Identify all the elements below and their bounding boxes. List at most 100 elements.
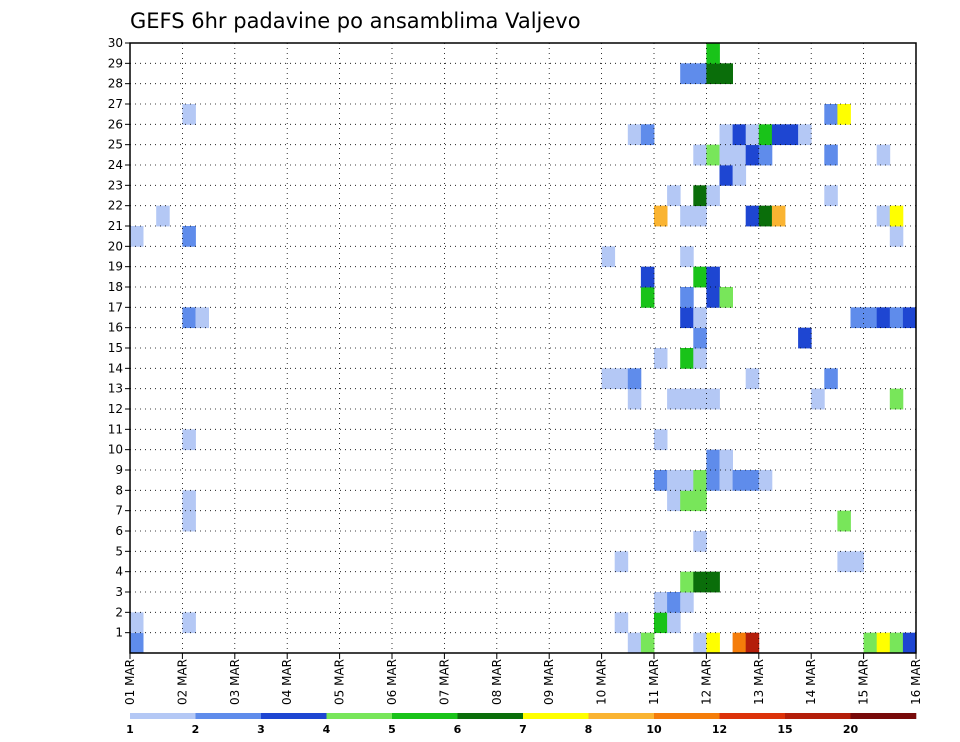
y-tick-label: 27 — [108, 97, 123, 111]
heatmap-cell — [693, 388, 707, 410]
heatmap-cell — [745, 144, 760, 166]
heatmap-cell — [195, 307, 209, 329]
heatmap-cell — [771, 124, 786, 146]
heatmap-cell — [758, 205, 773, 227]
heatmap-cell — [693, 266, 707, 288]
y-tick-label: 24 — [108, 158, 123, 172]
heatmap-cell — [693, 490, 707, 512]
heatmap-cell — [640, 266, 655, 288]
heatmap-cell — [850, 551, 864, 573]
x-axis-ticks: 01 MAR 02 MAR 03 MAR 04 MAR 05 MAR 06 MAR 07 M… — [123, 653, 923, 705]
y-tick-label: 26 — [108, 117, 123, 131]
heatmap-cell — [654, 205, 668, 227]
legend-swatch — [261, 713, 327, 719]
heatmap-cell — [732, 124, 747, 146]
heatmap-cell — [627, 388, 642, 410]
x-tick-label: 13 MAR — [752, 659, 766, 705]
heatmap-cell — [758, 470, 773, 491]
heatmap-cell — [640, 632, 655, 654]
heatmap-cell — [706, 144, 720, 166]
heatmap-cell — [876, 632, 891, 654]
y-tick-label: 21 — [108, 219, 123, 233]
y-tick-label: 15 — [108, 341, 123, 355]
heatmap-cell — [627, 632, 642, 654]
heatmap-cell — [706, 63, 720, 85]
heatmap-cell — [706, 388, 720, 410]
heatmap-cell — [837, 104, 851, 125]
heatmap-cell — [745, 368, 760, 390]
heatmap-cell — [654, 429, 668, 451]
legend-label: 12 — [712, 723, 727, 736]
heatmap-cell — [706, 266, 720, 288]
legend-label: 5 — [388, 723, 396, 736]
heatmap-cell — [680, 470, 694, 491]
heatmap-cell — [667, 612, 681, 634]
heatmap-cell — [824, 185, 838, 207]
legend-swatch — [326, 713, 393, 719]
plot-gridlines — [130, 43, 916, 653]
y-tick-label: 12 — [108, 402, 123, 416]
heatmap-cell — [693, 185, 707, 207]
y-tick-label: 16 — [108, 321, 123, 335]
heatmap-cell — [902, 632, 917, 654]
y-tick-label: 29 — [108, 56, 123, 70]
y-tick-label: 10 — [108, 443, 123, 457]
y-tick-label: 30 — [108, 36, 123, 50]
heatmap-cell — [719, 449, 733, 471]
heatmap-cell — [745, 205, 760, 227]
heatmap-cell — [693, 632, 707, 654]
heatmap-cell — [614, 368, 629, 390]
heatmap-cell — [680, 287, 694, 308]
heatmap-cell — [719, 63, 733, 85]
legend-label: 6 — [454, 723, 462, 736]
heatmap-cell — [680, 63, 694, 85]
legend-swatch — [850, 713, 917, 719]
heatmap-cell — [785, 124, 799, 146]
heatmap-cell — [693, 531, 707, 552]
heatmap-cell — [719, 287, 733, 308]
y-tick-label: 13 — [108, 382, 123, 396]
heatmap-cell — [876, 144, 891, 166]
heatmap-cell — [614, 612, 629, 634]
legend-swatch — [654, 713, 720, 719]
heatmap-cell — [182, 429, 196, 451]
heatmap-cell — [601, 246, 616, 268]
heatmap-cell — [706, 287, 720, 308]
y-tick-label: 2 — [115, 605, 123, 619]
legend-swatch — [457, 713, 524, 719]
y-tick-label: 4 — [115, 565, 123, 579]
y-tick-label: 7 — [115, 504, 123, 518]
heatmap-cell — [627, 124, 642, 146]
heatmap-cell — [693, 571, 707, 593]
legend-label: 20 — [843, 723, 859, 736]
heatmap-cell — [758, 144, 773, 166]
heatmap-cell — [837, 510, 851, 532]
heatmap-cell — [889, 632, 904, 654]
heatmap-cell — [706, 449, 720, 471]
y-tick-label: 22 — [108, 199, 123, 213]
x-tick-label: 04 MAR — [280, 659, 294, 705]
heatmap-cell — [889, 226, 904, 247]
y-tick-label: 5 — [115, 544, 123, 558]
heatmap-cell — [693, 470, 707, 491]
heatmap-cell — [130, 226, 144, 247]
heatmap-cell — [693, 327, 707, 349]
legend-label: 2 — [192, 723, 200, 736]
heatmap-cell — [798, 327, 812, 349]
heatmap-cell — [745, 124, 760, 146]
heatmap-cell — [654, 470, 668, 491]
heatmap-cell — [182, 226, 196, 247]
y-tick-label: 25 — [108, 138, 123, 152]
heatmap-cell — [693, 63, 707, 85]
heatmap-cell — [156, 205, 170, 227]
heatmap-cell — [680, 592, 694, 613]
heatmap-cell — [601, 368, 616, 390]
y-tick-label: 1 — [115, 626, 123, 640]
x-tick-label: 08 MAR — [490, 659, 504, 705]
x-tick-label: 10 MAR — [595, 659, 609, 705]
heatmap-cell — [182, 307, 196, 329]
heatmap-cell — [693, 205, 707, 227]
heatmap-cell — [719, 144, 733, 166]
x-tick-label: 01 MAR — [123, 659, 137, 705]
